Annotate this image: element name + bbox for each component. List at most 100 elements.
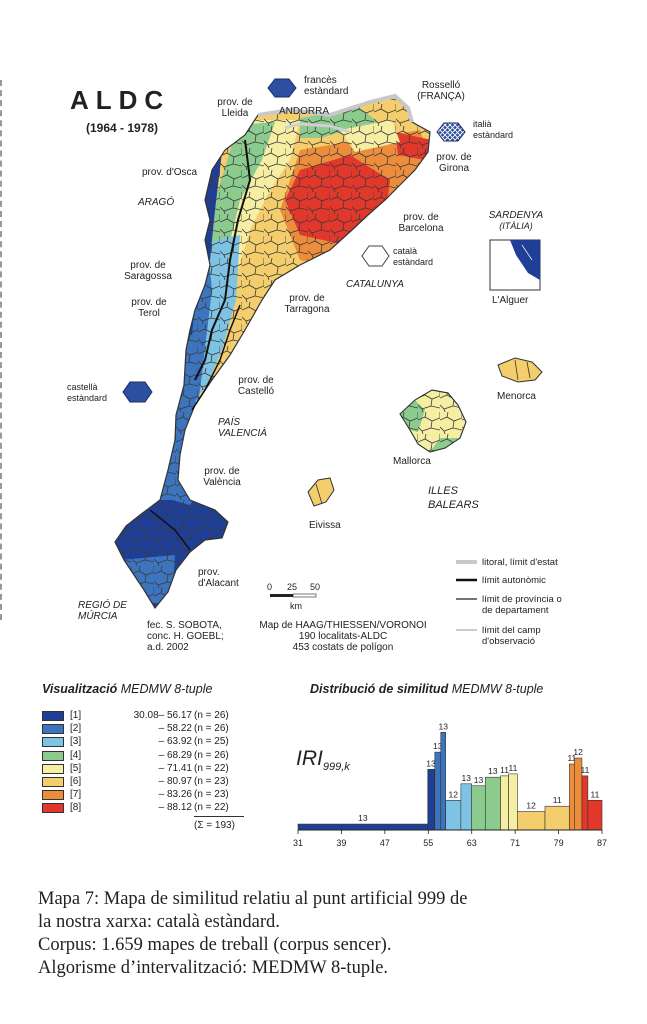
- legend-class-row: [1] 30.08– 56.17 (n = 26): [42, 710, 252, 722]
- histogram-bar: [297, 823, 429, 831]
- histogram-x-tick-label: 79: [554, 838, 564, 848]
- histogram-bar: [434, 751, 442, 831]
- catala-hexagon: [361, 245, 390, 267]
- label-frances: francès estàndard: [304, 75, 349, 97]
- legend-class-id: [3]: [70, 736, 82, 748]
- legend-class-range: – 80.97: [158, 776, 192, 787]
- histogram-bar: [427, 768, 435, 831]
- legend-class-range: – 83.26: [158, 789, 192, 801]
- label-catalunya: CATALUNYA: [346, 279, 404, 290]
- label-saragossa: prov. de Saragossa: [124, 260, 172, 282]
- histogram-bar-label: 11: [591, 789, 600, 799]
- histogram-bar: [544, 805, 570, 831]
- histogram-bar: [440, 732, 446, 831]
- histogram-bar-label: 13: [358, 813, 368, 823]
- legend-class-id: [2]: [70, 723, 82, 735]
- histogram-bar: [517, 811, 546, 831]
- legend-class-count: (n = 25): [194, 736, 229, 748]
- caption-line-2: la nostra xarxa: català estàndard.: [38, 912, 280, 932]
- legend-class-count: (n = 26): [194, 749, 229, 761]
- caption-line-3: Corpus: 1.659 mapes de treball (corpus s…: [38, 935, 392, 955]
- legend-swatch: [42, 777, 64, 787]
- scale-tick-25: 25: [287, 582, 298, 592]
- label-castella: castellà estàndard: [67, 382, 108, 403]
- histogram-bar: [581, 775, 589, 831]
- histogram-bar-label: 13: [433, 741, 443, 751]
- menorca-island: [497, 357, 543, 383]
- label-alguer: L'Alguer: [492, 295, 529, 306]
- label-italia: italià estàndard: [473, 119, 514, 140]
- label-pais-valencia: PAÍS VALENCIÀ: [218, 417, 267, 439]
- label-alacant: prov. d'Alacant: [198, 567, 239, 589]
- caption-line-1: Mapa 7: Mapa de similitud relatiu al pun…: [38, 889, 468, 909]
- label-castello: prov. de Castelló: [237, 375, 275, 397]
- histogram-x-tick-label: 71: [510, 838, 520, 848]
- histogram-x-tick-label: 31: [293, 838, 303, 848]
- page-margin-marks: [0, 80, 14, 620]
- credits-right: Map de HAAG/THIESSEN/VORONOI 190 localita…: [259, 620, 427, 653]
- scale-tick-0: 0: [267, 582, 273, 592]
- voronoi-map: [114, 78, 543, 631]
- legend-class-range: – 68.29: [158, 749, 192, 761]
- label-catala: català estàndard: [393, 246, 434, 267]
- legend-class-id: [1]: [70, 710, 82, 721]
- histogram-bar-label: 11: [567, 753, 576, 763]
- legend-class-row: [3] – 63.92 (n = 25): [42, 736, 252, 748]
- line-legend-provincia: límit de província o de departament: [482, 594, 562, 616]
- histogram-x-tick-label: 55: [423, 838, 433, 848]
- histogram-bar-label: 13: [474, 775, 484, 785]
- histogram-bar-label: 12: [573, 747, 583, 757]
- line-legend-camp: límit del camp d'observació: [482, 625, 541, 647]
- legend-class-row: [6] – 80.97 (n = 23): [42, 776, 252, 788]
- label-osca: prov. d'Osca: [142, 167, 198, 178]
- label-murcia: REGIÓ DE MÚRCIA: [78, 600, 127, 622]
- legend-class-count: (n = 26): [194, 723, 229, 735]
- legend-class-range: – 88.12: [158, 802, 192, 814]
- legend-class-count: (n = 22): [194, 762, 229, 774]
- histogram-x-tick-label: 39: [336, 838, 346, 848]
- histogram-bar-label: 12: [449, 789, 459, 799]
- label-andorra: ANDORRA: [279, 106, 330, 117]
- castella-hexagon: [122, 381, 153, 403]
- legend-class-id: [8]: [70, 802, 82, 814]
- legend-class-row: [8] – 88.12 (n = 22): [42, 802, 252, 814]
- histogram-bar-label: 13: [462, 773, 472, 783]
- histogram-bar-label: 11: [553, 795, 562, 805]
- histogram-bar: [508, 773, 518, 831]
- legend-class-id: [5]: [70, 762, 82, 774]
- histogram-bar-label: 11: [580, 765, 589, 775]
- label-eivissa: Eivissa: [309, 520, 341, 531]
- legend-class-range: – 63.92: [158, 736, 192, 748]
- legend-class-count: (n = 23): [194, 789, 229, 801]
- histogram-x-tick-label: 63: [467, 838, 477, 848]
- histogram-bar: [471, 785, 486, 831]
- legend-swatch: [42, 790, 64, 801]
- mallorca-island: [399, 389, 467, 453]
- histogram-bar-label: 13: [488, 766, 498, 776]
- frances-hexagon: [267, 78, 297, 98]
- legend-swatch: [42, 763, 64, 774]
- map-years: (1964 - 1978): [86, 121, 159, 135]
- label-illes-balears: ILLES BALEARS: [428, 485, 479, 511]
- legend-class-count: (n = 26): [194, 710, 229, 721]
- line-legend-litoral: litoral, límit d'estat: [482, 557, 558, 568]
- histogram-bar: [569, 763, 575, 831]
- label-lleida: prov. de Lleida: [217, 97, 253, 119]
- legend-title: Visualització MEDMW 8-tuple: [42, 682, 213, 696]
- legend-class-row: [5] – 71.41 (n = 22): [42, 763, 252, 775]
- chart-title: Distribució de similitud MEDMW 8-tuple: [310, 682, 544, 696]
- legend-class-count: (n = 22): [194, 802, 229, 814]
- alguer-inset: [489, 239, 541, 291]
- legend-class-id: [6]: [70, 776, 82, 787]
- scale-bar: [270, 593, 317, 598]
- histogram-bar-label: 12: [526, 801, 536, 811]
- label-sardenya: SARDENYA (ITÀLIA): [488, 210, 544, 231]
- label-valencia: prov. de València: [203, 466, 241, 488]
- legend-swatch: [42, 737, 64, 748]
- label-tarragona: prov. de Tarragona: [284, 293, 330, 315]
- legend-class-id: [4]: [70, 749, 82, 761]
- histogram-bar-label: 13: [438, 721, 448, 731]
- legend-swatch: [42, 750, 64, 761]
- histogram-bar: [460, 783, 473, 831]
